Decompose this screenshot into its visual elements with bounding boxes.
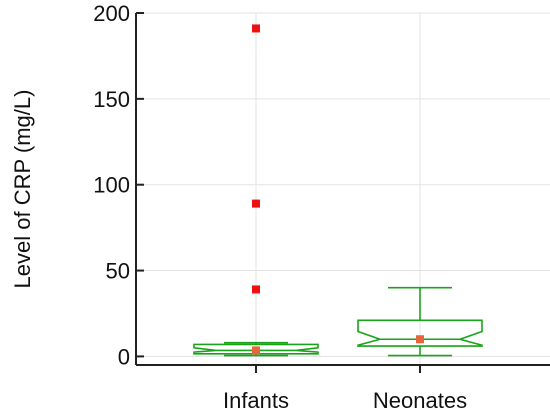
outlier-point xyxy=(252,24,260,33)
axes xyxy=(135,13,550,366)
grid-lines xyxy=(136,12,550,365)
box-neonates xyxy=(357,286,483,357)
outlier-point xyxy=(252,285,260,294)
box-infants xyxy=(193,24,319,357)
y-tick-label: 50 xyxy=(106,259,130,284)
x-tick-label: Neonates xyxy=(373,388,467,413)
notched-box xyxy=(357,319,483,347)
y-axis-title: Level of CRP (mg/L) xyxy=(10,90,35,289)
y-tick-label: 200 xyxy=(93,1,130,26)
boxes xyxy=(193,24,483,357)
y-tick-label: 100 xyxy=(93,173,130,198)
x-tick-label: Infants xyxy=(223,388,289,413)
y-tick-label: 150 xyxy=(93,87,130,112)
mean-marker xyxy=(416,335,424,344)
y-ticks: 0 50 100 150 200 xyxy=(93,1,144,369)
outlier-point xyxy=(252,199,260,208)
mean-marker xyxy=(252,346,260,355)
x-ticks: Infants Neonates xyxy=(223,365,467,413)
y-tick-label: 0 xyxy=(118,344,130,369)
notched-box xyxy=(193,343,319,355)
